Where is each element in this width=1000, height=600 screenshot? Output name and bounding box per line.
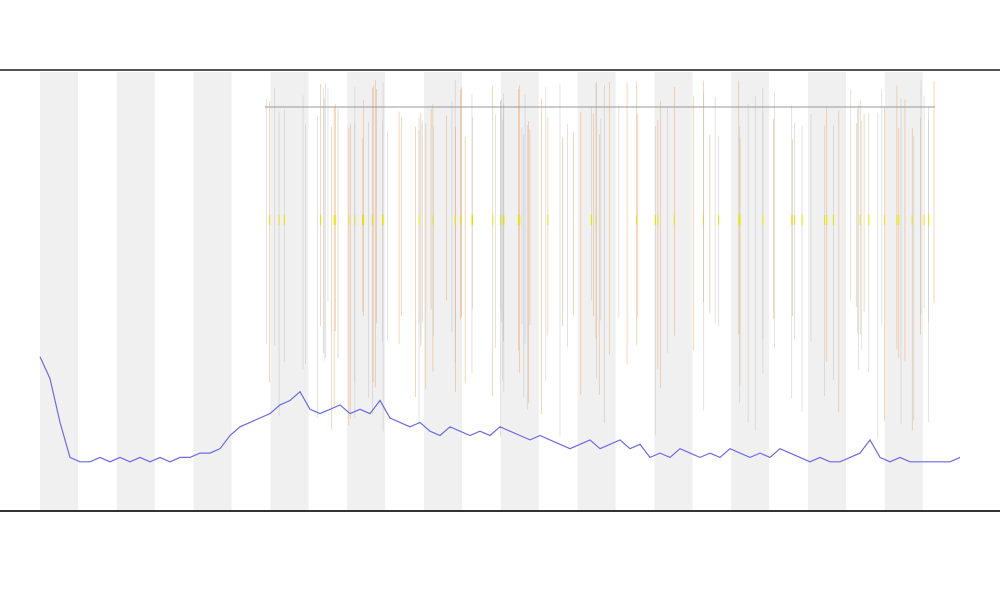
- background-bands: [40, 72, 923, 510]
- event-lines: [265, 80, 935, 439]
- shaded-band: [424, 72, 462, 510]
- shaded-band: [884, 72, 923, 510]
- shaded-band: [40, 72, 78, 510]
- shaded-band: [731, 72, 770, 510]
- shaded-band: [193, 72, 232, 510]
- shaded-band: [654, 72, 693, 510]
- shaded-band: [116, 72, 155, 510]
- data-line: [39, 356, 961, 463]
- shaded-band: [270, 72, 309, 510]
- shaded-band: [347, 72, 386, 510]
